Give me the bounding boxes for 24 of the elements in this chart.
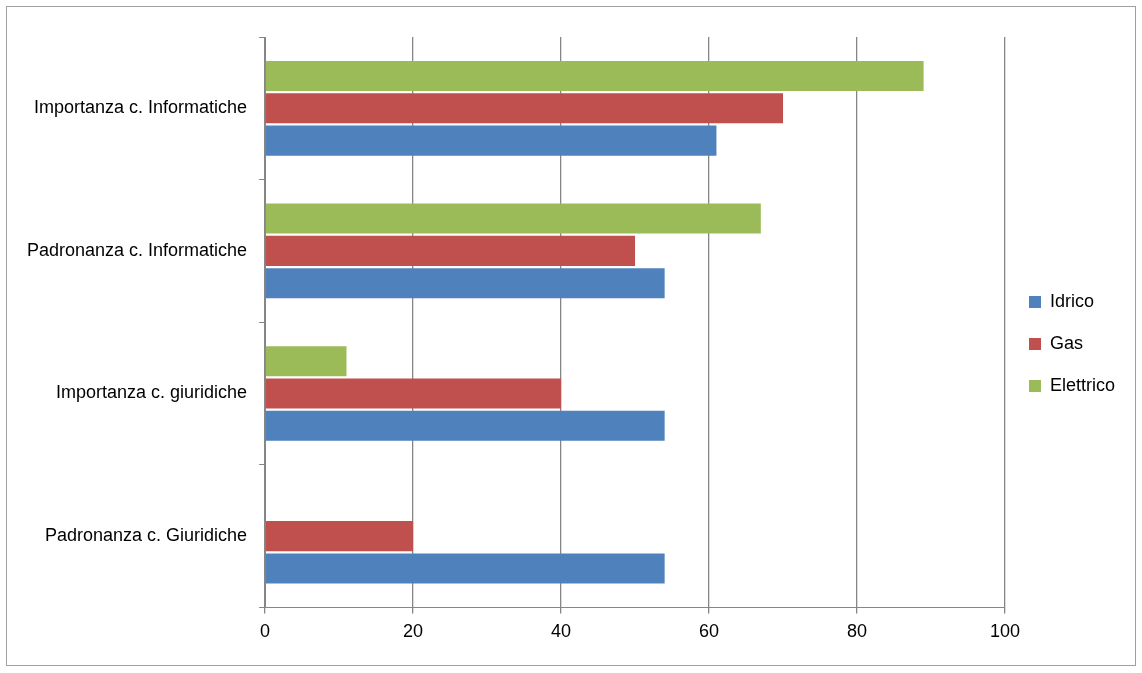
x-tick-label: 60 <box>699 621 720 642</box>
x-tick-label: 0 <box>260 621 271 642</box>
bar <box>265 235 636 266</box>
x-tick-label: 100 <box>989 621 1020 642</box>
y-tick-label: Padronanza c. Informatiche <box>27 239 248 260</box>
bar <box>265 410 665 441</box>
legend-label: Elettrico <box>1049 374 1116 395</box>
bar <box>265 93 784 124</box>
y-tick-label: Importanza c. giuridiche <box>56 382 248 403</box>
x-tick-label: 40 <box>551 621 572 642</box>
x-tick-label: 80 <box>846 621 868 642</box>
y-tick-label: Importanza c. Informatiche <box>34 97 248 118</box>
bar <box>265 60 924 92</box>
legend-label: Gas <box>1049 332 1083 353</box>
bar <box>265 378 562 409</box>
bar <box>265 553 665 584</box>
bar <box>265 125 717 156</box>
x-tick-label: 20 <box>403 621 424 642</box>
legend-label: Idrico <box>1049 290 1094 311</box>
bar <box>265 268 665 299</box>
y-tick-label: Padronanza c. Giuridiche <box>45 525 248 546</box>
bar <box>265 521 414 552</box>
bar <box>265 346 347 377</box>
bar <box>265 203 761 234</box>
